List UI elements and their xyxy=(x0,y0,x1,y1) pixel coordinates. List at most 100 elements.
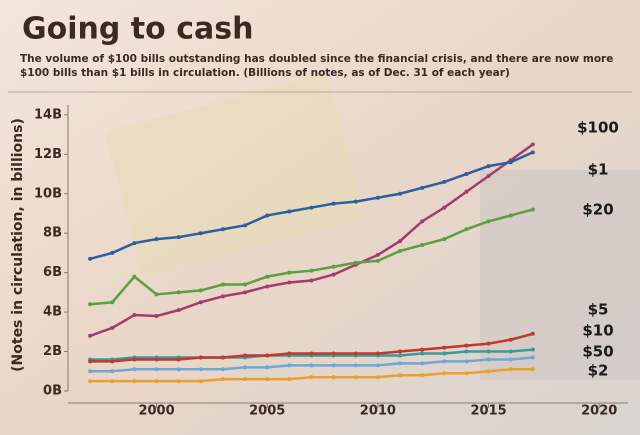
data-point xyxy=(442,179,447,184)
data-point xyxy=(198,367,203,372)
data-point xyxy=(508,367,513,372)
data-point xyxy=(309,268,314,273)
y-tick-label: 0B xyxy=(43,384,62,399)
x-tick-label: 2000 xyxy=(138,404,174,419)
data-point xyxy=(398,361,403,366)
data-point xyxy=(375,252,380,257)
data-point xyxy=(331,363,336,368)
data-point xyxy=(398,349,403,354)
data-point xyxy=(132,357,137,362)
data-point xyxy=(220,282,225,287)
data-point xyxy=(176,379,181,384)
series-label: $20 xyxy=(582,201,613,219)
data-point xyxy=(420,243,425,248)
data-point xyxy=(176,308,181,313)
data-point xyxy=(287,270,292,275)
data-point xyxy=(110,369,115,374)
data-point xyxy=(486,369,491,374)
data-point xyxy=(265,213,270,218)
series-label: $2 xyxy=(588,362,609,380)
data-point xyxy=(287,209,292,214)
data-point xyxy=(154,237,159,242)
chart-title: Going to cash xyxy=(22,12,253,47)
data-point xyxy=(398,191,403,196)
data-point xyxy=(154,314,159,319)
x-tick-label: 2020 xyxy=(581,404,617,419)
data-point xyxy=(442,359,447,364)
data-point xyxy=(88,369,93,374)
data-point xyxy=(265,353,270,358)
data-point xyxy=(265,365,270,370)
data-point xyxy=(132,313,137,318)
data-point xyxy=(198,231,203,236)
data-point xyxy=(464,371,469,376)
data-point xyxy=(220,367,225,372)
data-point xyxy=(110,379,115,384)
data-point xyxy=(110,325,115,330)
x-tick-label: 2015 xyxy=(470,404,506,419)
data-point xyxy=(309,278,314,283)
data-point xyxy=(154,292,159,297)
data-point xyxy=(464,349,469,354)
data-point xyxy=(530,150,535,155)
photo-bills xyxy=(104,72,366,278)
data-point xyxy=(198,288,203,293)
data-point xyxy=(309,351,314,356)
data-point xyxy=(309,205,314,210)
data-point xyxy=(309,375,314,380)
data-point xyxy=(88,333,93,338)
data-point xyxy=(243,377,248,382)
data-point xyxy=(353,363,358,368)
data-point xyxy=(530,331,535,336)
data-point xyxy=(198,300,203,305)
data-point xyxy=(220,294,225,299)
data-point xyxy=(530,142,535,147)
subtitle-box: The volume of $100 bills outstanding has… xyxy=(20,53,614,79)
y-axis-label: (Notes in circulation, in billions) xyxy=(10,118,26,372)
series-label: $50 xyxy=(582,343,613,361)
data-point xyxy=(331,351,336,356)
data-point xyxy=(375,375,380,380)
y-tick-label: 14B xyxy=(34,107,62,122)
data-point xyxy=(442,345,447,350)
data-point xyxy=(88,256,93,261)
data-point xyxy=(88,359,93,364)
data-point xyxy=(176,357,181,362)
chart-subtitle: The volume of $100 bills outstanding has… xyxy=(20,53,614,79)
y-tick-label: 8B xyxy=(43,226,62,241)
data-point xyxy=(243,282,248,287)
series-label: $100 xyxy=(577,119,619,137)
data-point xyxy=(530,367,535,372)
data-point xyxy=(375,363,380,368)
x-tick-label: 2005 xyxy=(249,404,285,419)
series-label: $1 xyxy=(588,161,609,179)
data-point xyxy=(243,290,248,295)
data-point xyxy=(287,363,292,368)
data-point xyxy=(331,375,336,380)
data-point xyxy=(331,272,336,277)
data-point xyxy=(486,174,491,179)
data-point xyxy=(420,351,425,356)
data-point xyxy=(486,341,491,346)
data-point xyxy=(530,207,535,212)
data-point xyxy=(353,375,358,380)
data-point xyxy=(398,373,403,378)
photo-sleeve xyxy=(480,170,640,380)
data-point xyxy=(486,219,491,224)
data-point xyxy=(132,274,137,279)
data-point xyxy=(265,377,270,382)
data-point xyxy=(508,160,513,165)
data-point xyxy=(508,213,513,218)
data-point xyxy=(442,205,447,210)
y-tick-label: 12B xyxy=(34,147,62,162)
data-point xyxy=(88,302,93,307)
data-point xyxy=(464,172,469,177)
data-point xyxy=(398,353,403,358)
data-point xyxy=(420,373,425,378)
data-point xyxy=(243,223,248,228)
data-point xyxy=(287,280,292,285)
data-point xyxy=(420,219,425,224)
data-point xyxy=(442,351,447,356)
